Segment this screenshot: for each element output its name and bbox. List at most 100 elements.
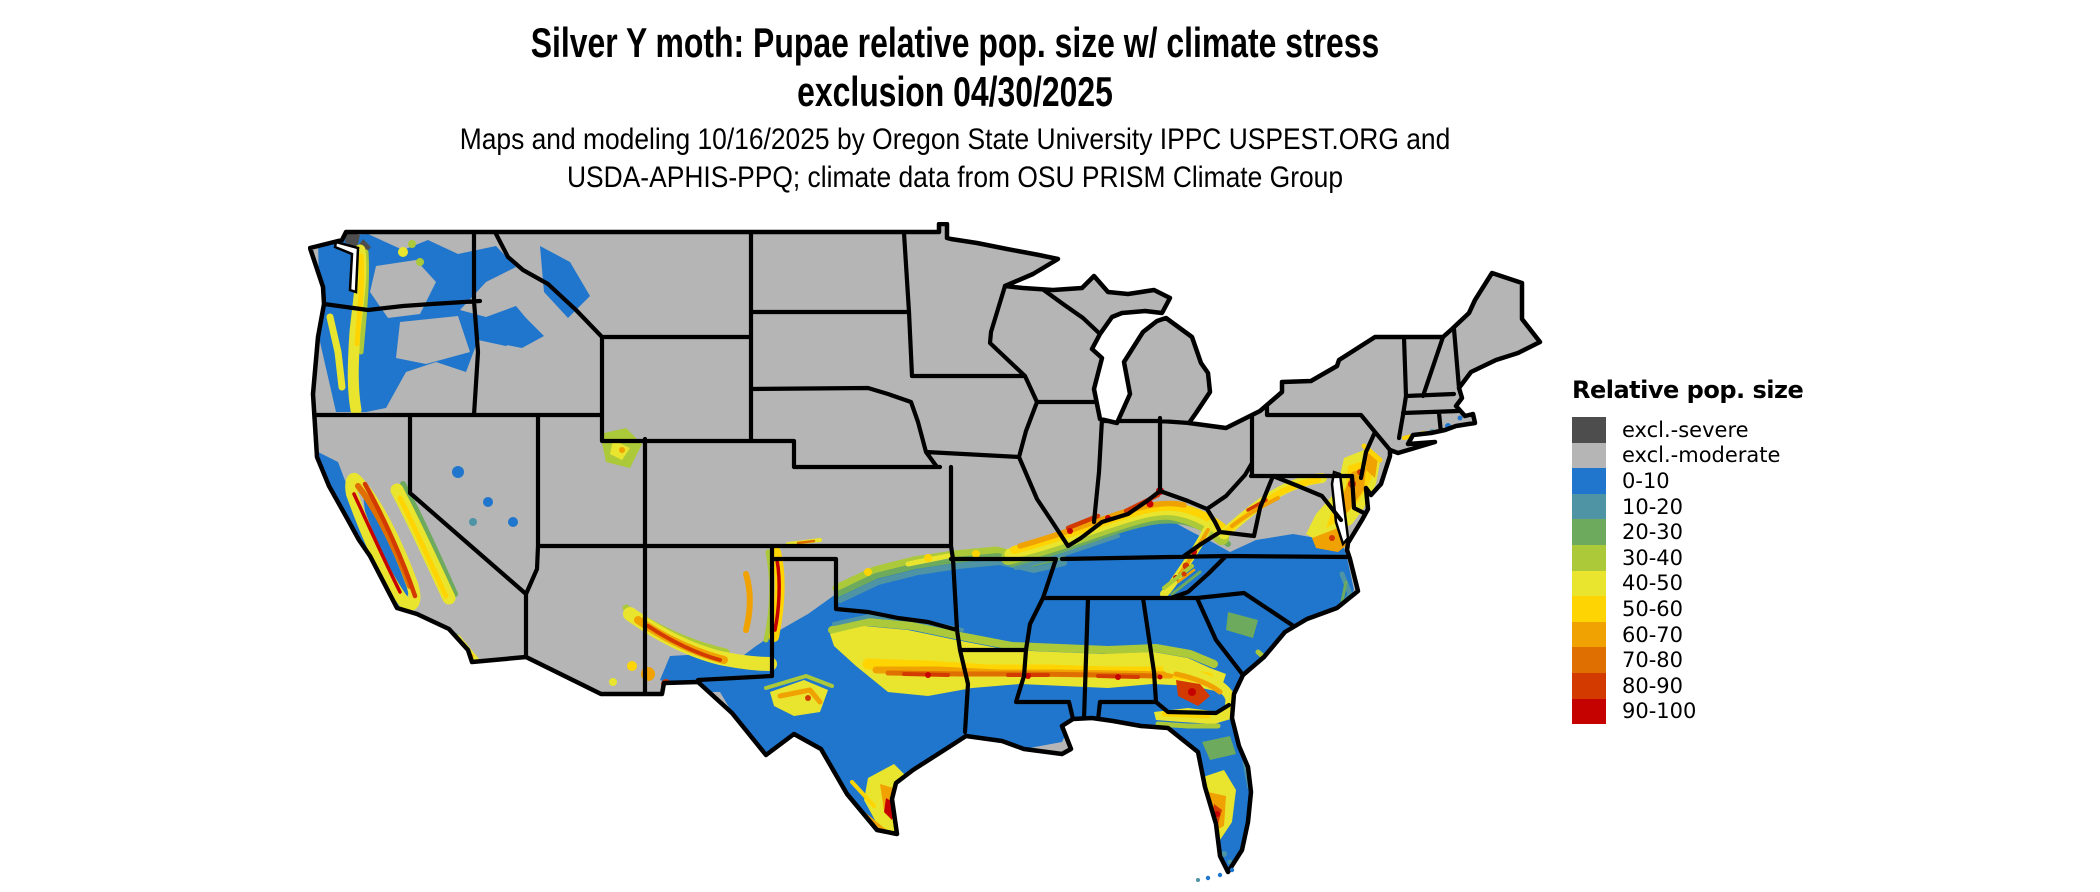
legend-item: 40-50 — [1572, 570, 1892, 597]
page-subtitle: Maps and modeling 10/16/2025 by Oregon S… — [115, 121, 1796, 196]
gulfband-redorange-dashes — [902, 672, 1140, 679]
legend-swatch — [1572, 647, 1606, 673]
keys-dot-3 — [1229, 867, 1235, 873]
ohiovalley-amber — [1017, 500, 1187, 549]
sc-coastal-gold — [1267, 663, 1273, 669]
gulfband-red-1 — [925, 672, 931, 678]
gulfband-red-3 — [1115, 674, 1121, 680]
legend-item: 20-30 — [1572, 519, 1892, 545]
nccoast-green — [1340, 580, 1348, 604]
ring-valley-red — [352, 492, 402, 594]
legend-label: 70-80 — [1622, 648, 1684, 673]
legend-swatch — [1572, 672, 1606, 699]
title-line-2: exclusion 04/30/2025 — [797, 68, 1113, 116]
patch-gray-east-oregon — [396, 316, 470, 364]
easttn-streak-green — [1162, 564, 1194, 590]
legend-item: 70-80 — [1572, 647, 1892, 673]
patch-severe-north-cascades — [345, 230, 360, 248]
ridge-newmexico-amber-2 — [743, 571, 753, 633]
legend-swatch — [1572, 442, 1606, 469]
ridge-oregon-coast-range — [326, 313, 346, 391]
ohiovalley-teal-fringe — [1014, 534, 1120, 570]
legend-label: 90-100 — [1622, 699, 1697, 724]
band-blue-southern-us — [660, 514, 1354, 870]
speck-border-gold-2 — [924, 554, 932, 562]
map-container — [308, 222, 1553, 890]
ridge-sierra-gold — [397, 495, 449, 599]
southflorida-teal-1 — [1221, 851, 1227, 857]
legend-item: 0-10 — [1572, 468, 1892, 494]
legend-label: excl.-severe — [1622, 417, 1749, 442]
gulfband-red-4 — [1157, 674, 1163, 680]
ridge-newmexico-red — [773, 558, 781, 632]
legend-swatch — [1572, 493, 1606, 520]
ring-valley-redorange — [362, 481, 418, 599]
bigbend-red — [805, 695, 811, 701]
eastva-redorange — [1329, 535, 1335, 541]
speck-okanogan-yellow — [398, 247, 408, 257]
legend-swatch — [1572, 596, 1606, 622]
legend-swatch — [1572, 621, 1606, 648]
gulfband-red-2 — [1025, 673, 1031, 679]
legend-item: 60-70 — [1572, 621, 1892, 648]
legend-label: 0-10 — [1622, 468, 1670, 493]
map-legend: Relative pop. size excl.-severe excl.-mo… — [1572, 376, 1892, 725]
legend-item: 30-40 — [1572, 544, 1892, 571]
easttn-streak-green2 — [1170, 570, 1202, 596]
dash-secolorado-orange — [796, 539, 816, 545]
speck-nevada-blue-2 — [483, 497, 493, 507]
band-blue-montana-rockies — [540, 246, 590, 318]
georgia-band-red — [1188, 688, 1196, 696]
keys-dot-1 — [1205, 875, 1211, 881]
subtitle-line-2: USDA-APHIS-PPQ; climate data from OSU PR… — [566, 160, 1344, 194]
legend-label: 40-50 — [1622, 571, 1684, 596]
keys-dot-2 — [1217, 872, 1223, 878]
speck-socal-red — [440, 632, 448, 640]
bigbend-amber — [777, 687, 823, 705]
speck-nevada-teal — [469, 518, 477, 526]
legend-title: Relative pop. size — [1572, 376, 1804, 404]
legend-swatch — [1572, 570, 1606, 597]
sc-coastal-green — [1255, 649, 1286, 677]
legend-label: 80-90 — [1622, 673, 1684, 698]
legend-label: 50-60 — [1622, 596, 1684, 621]
legend-swatch — [1572, 417, 1606, 443]
legend-label: excl.-moderate — [1622, 443, 1781, 468]
legend-item: 50-60 — [1572, 596, 1892, 622]
speck-nevada-blue-3 — [508, 517, 518, 527]
speck-border-gold-1 — [864, 568, 872, 576]
georgia-band-yellow — [1163, 663, 1236, 709]
speck-se-arizona-yellow — [609, 678, 617, 686]
necoast-blue-2 — [1457, 415, 1463, 421]
legend-swatch — [1572, 698, 1606, 725]
legend-label: 10-20 — [1622, 494, 1684, 519]
state-border-lines — [310, 229, 1462, 735]
legend-swatch — [1572, 519, 1606, 545]
easttn-streak-amber — [1176, 568, 1196, 584]
us-map — [308, 222, 1553, 882]
northflorida-green — [1155, 721, 1221, 729]
riogrande-gold — [850, 780, 876, 808]
state-borders — [310, 229, 1462, 735]
easttn-red — [1181, 571, 1187, 577]
speck-okanogan-green — [416, 258, 424, 266]
page-title: Silver Y moth: Pupae relative pop. size … — [229, 18, 1681, 116]
northflorida-gold — [1161, 711, 1211, 719]
bigbend-yellow — [770, 680, 828, 716]
legend-label: 20-30 — [1622, 520, 1684, 545]
georgia-band-amber — [1173, 671, 1223, 695]
legend-items: excl.-severe excl.-moderate 0-10 10-20 2… — [1572, 417, 1892, 725]
ridge-cascades-green — [358, 249, 370, 355]
gulfband-green-fringe — [828, 618, 1218, 668]
legend-swatch — [1572, 544, 1606, 571]
sc-mid-green — [1226, 612, 1258, 638]
florida-keys — [1196, 867, 1235, 882]
ridge-sierra-green — [400, 481, 458, 597]
population-raster-layers — [318, 230, 1463, 870]
legend-label: 30-40 — [1622, 545, 1684, 570]
title-line-1: Silver Y moth: Pupae relative pop. size … — [530, 19, 1380, 66]
shenandoah-amber — [1230, 496, 1280, 528]
speck-socal-redorange — [454, 646, 462, 654]
speck-border-gold-3 — [972, 550, 980, 558]
ridge-cascades-gold — [354, 253, 365, 347]
